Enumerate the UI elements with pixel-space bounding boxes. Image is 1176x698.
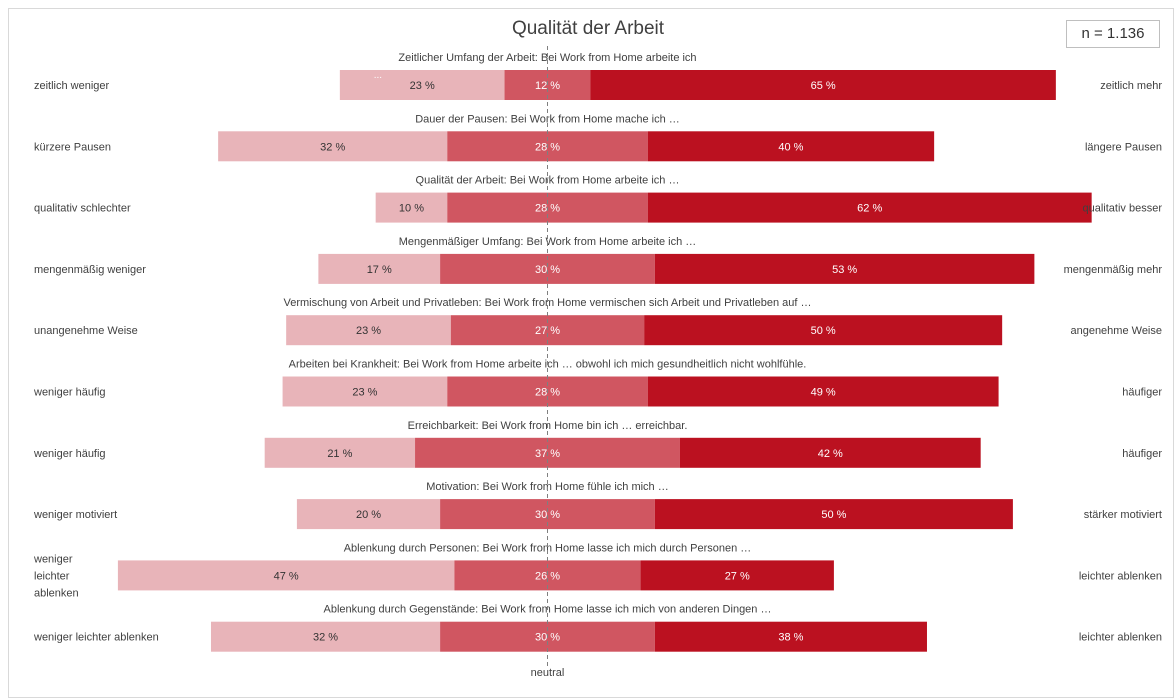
right-answer-label: häufiger: [1122, 387, 1162, 399]
data-label: 50 %: [821, 509, 846, 521]
right-answer-label: stärker motiviert: [1084, 509, 1162, 521]
data-label: 32 %: [320, 141, 345, 153]
data-label: 40 %: [778, 141, 803, 153]
sample-size-badge: n = 1.136: [1066, 20, 1160, 48]
bar-segment: [590, 70, 1056, 100]
right-answer-label: zeitlich mehr: [1100, 80, 1162, 92]
bar-segment: [318, 253, 441, 284]
data-label: 23 %: [356, 325, 381, 337]
bar-segment: [647, 192, 1092, 223]
left-answer-label: zeitlich weniger: [34, 80, 110, 92]
data-label: 62 %: [857, 203, 882, 215]
bar-segment: [654, 253, 1035, 284]
data-label: 42 %: [818, 448, 843, 460]
data-label: 27 %: [725, 570, 750, 582]
data-label: 20 %: [356, 509, 381, 521]
left-answer-label: leichter: [34, 570, 70, 582]
right-answer-label: längere Pausen: [1085, 141, 1162, 153]
data-label: 50 %: [811, 325, 836, 337]
data-label: 53 %: [832, 264, 857, 276]
right-answer-label: leichter ablenken: [1079, 632, 1162, 644]
data-label: 17 %: [367, 264, 392, 276]
bar-segment: [375, 192, 448, 223]
bar-segment: [654, 499, 1013, 530]
bar-segment: [679, 437, 981, 468]
left-answer-label: weniger häufig: [33, 387, 106, 399]
data-label: 21 %: [327, 448, 352, 460]
question-label: Ablenkung durch Personen: Bei Work from …: [344, 542, 752, 554]
data-label: 30 %: [535, 264, 560, 276]
data-label: 32 %: [313, 632, 338, 644]
bar-segment: [640, 560, 834, 591]
right-answer-label: angenehme Weise: [1070, 325, 1162, 337]
left-answer-label: mengenmäßig weniger: [34, 264, 146, 276]
data-label: 65 %: [811, 80, 836, 92]
data-label: 38 %: [778, 632, 803, 644]
data-label: 26 %: [535, 570, 560, 582]
data-label: 12 %: [535, 80, 560, 92]
left-answer-label: kürzere Pausen: [34, 141, 111, 153]
left-answer-label: unangenehme Weise: [34, 325, 138, 337]
data-label: 23 %: [352, 387, 377, 399]
question-label: Zeitlicher Umfang der Arbeit: Bei Work f…: [398, 52, 696, 64]
left-answer-label: weniger: [33, 553, 73, 565]
right-answer-label: qualitativ besser: [1083, 203, 1163, 215]
neutral-label: neutral: [531, 667, 565, 677]
bar-segment: [218, 131, 448, 162]
question-label: Mengenmäßiger Umfang: Bei Work from Home…: [399, 236, 697, 248]
chart-title: Qualität der Arbeit: [511, 18, 665, 39]
left-answer-label: weniger motiviert: [33, 509, 117, 521]
question-label: Vermischung von Arbeit und Privatleben: …: [283, 297, 811, 309]
left-answer-label: weniger leichter ablenken: [33, 632, 159, 644]
data-label: 49 %: [811, 387, 836, 399]
left-answer-label: qualitativ schlechter: [34, 203, 131, 215]
bar-segment: [647, 131, 935, 162]
bar-mark: ...: [374, 70, 382, 81]
bar-segment: [282, 376, 448, 407]
data-label: 10 %: [399, 203, 424, 215]
bar-segment: [654, 621, 927, 652]
bar-segment: [296, 499, 441, 530]
bar-segment: [117, 560, 455, 591]
bar-segment: [647, 376, 999, 407]
bar-segment: [644, 315, 1003, 346]
data-label: 27 %: [535, 325, 560, 337]
diverging-bar-chart: Zeitlicher Umfang der Arbeit: Bei Work f…: [33, 46, 1163, 677]
bar-segment: [210, 621, 441, 652]
right-answer-label: mengenmäßig mehr: [1064, 264, 1163, 276]
left-answer-label: weniger häufig: [33, 448, 106, 460]
bar-segment: [339, 70, 505, 100]
bar-segment: [264, 437, 416, 468]
data-label: 47 %: [274, 570, 299, 582]
bar-segment: [286, 315, 451, 346]
data-label: 23 %: [410, 80, 435, 92]
right-answer-label: leichter ablenken: [1079, 570, 1162, 582]
right-answer-label: häufiger: [1122, 448, 1162, 460]
left-answer-label: ablenken: [34, 587, 79, 599]
